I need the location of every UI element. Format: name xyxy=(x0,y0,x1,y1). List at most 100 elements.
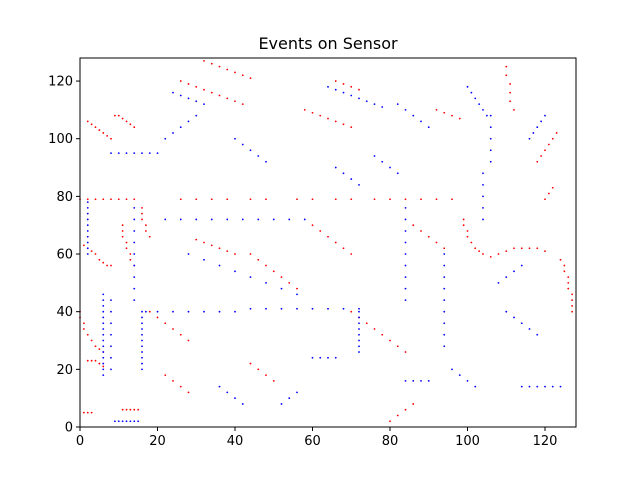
negative-event-point xyxy=(540,120,543,123)
y-tick-label: 120 xyxy=(48,75,73,90)
positive-event-point xyxy=(396,345,399,348)
negative-event-point xyxy=(249,276,252,278)
negative-event-point xyxy=(249,307,252,310)
negative-event-point xyxy=(86,207,89,209)
positive-event-point xyxy=(102,365,105,368)
negative-event-point xyxy=(466,379,469,382)
negative-event-point xyxy=(404,276,407,278)
negative-event-point xyxy=(195,218,198,221)
negative-event-point xyxy=(482,207,484,209)
negative-event-point xyxy=(427,379,430,382)
positive-event-point xyxy=(547,192,550,195)
negative-event-point xyxy=(443,345,446,348)
negative-event-point xyxy=(218,310,221,313)
positive-event-point xyxy=(358,88,360,91)
negative-event-point xyxy=(327,85,329,88)
positive-event-point xyxy=(90,123,93,126)
positive-event-point xyxy=(466,230,469,232)
negative-event-point xyxy=(133,253,136,255)
negative-event-point xyxy=(133,207,136,209)
negative-event-point xyxy=(86,224,89,227)
positive-event-point xyxy=(98,129,101,131)
positive-event-point xyxy=(133,126,136,129)
positive-event-point xyxy=(179,198,182,201)
positive-event-point xyxy=(94,126,97,129)
x-axis: 0 20 40 60 80 100 120 xyxy=(76,427,558,449)
positive-event-point xyxy=(272,379,275,382)
negative-event-point xyxy=(141,345,143,348)
negative-event-point xyxy=(141,368,143,371)
positive-event-point xyxy=(148,310,151,313)
negative-event-point xyxy=(311,356,314,359)
y-tick-label: 80 xyxy=(56,190,73,205)
positive-event-point xyxy=(148,235,151,238)
x-tick-label: 120 xyxy=(533,434,558,449)
negative-event-point xyxy=(296,391,298,394)
positive-event-point xyxy=(90,250,93,253)
positive-event-point xyxy=(156,316,159,319)
y-tick-label: 0 xyxy=(65,421,73,436)
negative-event-point xyxy=(102,305,105,307)
positive-event-point xyxy=(90,359,93,362)
positive-event-point xyxy=(482,253,484,255)
negative-event-point xyxy=(334,88,337,91)
x-tick-label: 100 xyxy=(455,434,480,449)
positive-event-point xyxy=(257,258,260,261)
negative-event-point xyxy=(280,403,283,405)
negative-event-point xyxy=(404,287,407,290)
negative-event-point xyxy=(474,97,477,100)
positive-event-point xyxy=(420,198,422,201)
negative-event-point xyxy=(280,287,283,290)
positive-event-point xyxy=(234,71,236,74)
negative-event-point xyxy=(443,276,446,278)
negative-event-point xyxy=(257,218,260,221)
negative-event-point xyxy=(234,270,236,273)
positive-event-point xyxy=(125,198,128,201)
positive-event-point xyxy=(319,230,322,232)
negative-event-point xyxy=(102,316,105,319)
positive-event-point xyxy=(474,247,477,250)
negative-event-point xyxy=(164,137,167,140)
positive-event-point xyxy=(106,264,109,267)
negative-event-point xyxy=(532,132,535,134)
positive-event-point xyxy=(334,80,337,82)
negative-event-point xyxy=(110,345,112,348)
positive-event-point xyxy=(98,348,101,351)
positive-event-point xyxy=(528,247,531,250)
positive-event-point xyxy=(187,339,190,342)
negative-event-point xyxy=(141,351,143,353)
positive-event-point xyxy=(466,235,469,238)
negative-event-point xyxy=(342,91,345,94)
negative-event-point xyxy=(102,356,105,359)
negative-event-point xyxy=(358,97,360,100)
positive-event-point xyxy=(172,328,174,330)
positive-event-point xyxy=(218,94,221,97)
negative-event-point xyxy=(482,218,484,221)
positive-event-point xyxy=(334,241,337,244)
negative-event-point xyxy=(420,120,422,123)
positive-event-point xyxy=(133,198,136,201)
positive-event-point xyxy=(94,253,97,255)
positive-event-point xyxy=(218,247,221,250)
negative-event-point xyxy=(389,166,391,169)
positive-event-point xyxy=(443,247,446,250)
negative-event-point xyxy=(86,230,89,232)
positive-event-point xyxy=(218,65,221,68)
negative-event-point xyxy=(86,235,89,238)
positive-event-point xyxy=(117,198,120,201)
x-tick-label: 60 xyxy=(304,434,321,449)
positive-event-point xyxy=(187,83,190,85)
negative-event-point xyxy=(86,247,89,250)
positive-event-point xyxy=(536,160,539,163)
positive-event-point xyxy=(296,198,298,201)
negative-event-point xyxy=(458,374,461,377)
negative-event-point xyxy=(272,218,275,221)
positive-event-point xyxy=(94,359,97,362)
negative-event-point xyxy=(520,385,523,388)
negative-event-point xyxy=(218,385,221,388)
y-tick-label: 40 xyxy=(56,305,73,320)
negative-event-point xyxy=(404,230,407,232)
negative-event-point xyxy=(404,253,407,255)
negative-event-point xyxy=(443,333,446,336)
negative-event-point xyxy=(412,379,415,382)
